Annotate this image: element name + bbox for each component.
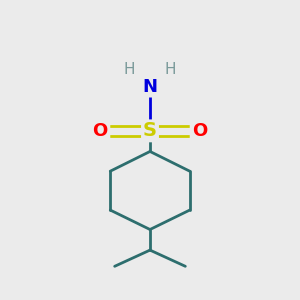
- Text: H: H: [124, 61, 135, 76]
- Text: N: N: [142, 78, 158, 96]
- Text: O: O: [192, 122, 208, 140]
- Text: S: S: [143, 122, 157, 140]
- Text: H: H: [165, 61, 176, 76]
- Text: O: O: [92, 122, 108, 140]
